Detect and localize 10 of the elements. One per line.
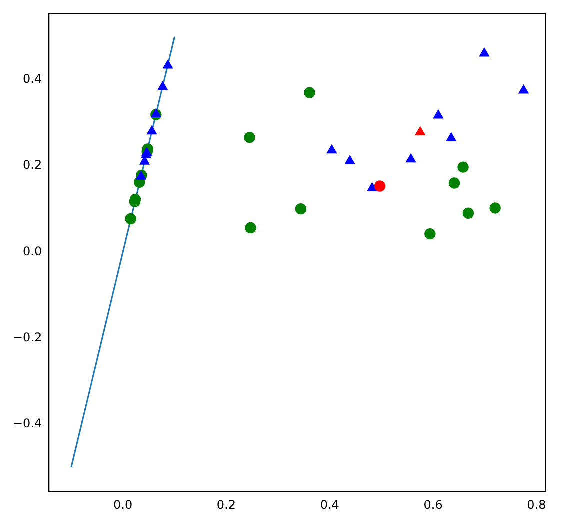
y-tick-label: 0.2	[23, 158, 42, 172]
x-tick-label: 0.0	[114, 498, 133, 512]
x-tick-label: 0.6	[424, 498, 443, 512]
y-tick-label: −0.2	[13, 330, 42, 344]
y-tick-label: 0.4	[23, 72, 42, 86]
y-tick-label: 0.0	[23, 244, 42, 258]
x-tick-label: 0.4	[320, 498, 340, 512]
y-tick-label: −0.4	[13, 416, 42, 431]
x-tick-label: 0.8	[527, 498, 546, 512]
x-tick-label: 0.2	[216, 498, 236, 512]
